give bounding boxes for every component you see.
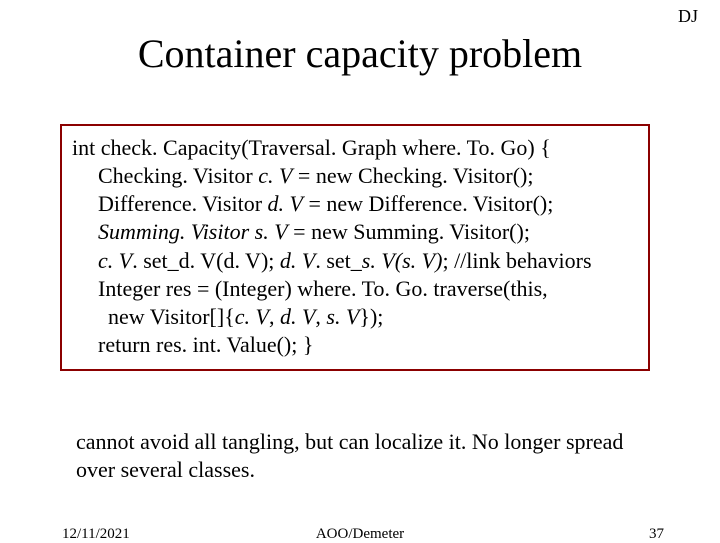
footer-center: AOO/Demeter: [0, 526, 720, 543]
code-line-8: return res. int. Value(); }: [72, 331, 638, 359]
code-line-3: Difference. Visitor d. V = new Differenc…: [72, 190, 638, 218]
note-text: cannot avoid all tangling, but can local…: [76, 428, 666, 483]
corner-tag: DJ: [678, 6, 698, 27]
footer-page-number: 37: [649, 526, 664, 543]
code-line-1: int check. Capacity(Traversal. Graph whe…: [72, 134, 638, 162]
code-line-4: Summing. Visitor s. V = new Summing. Vis…: [72, 218, 638, 246]
slide-title: Container capacity problem: [0, 30, 720, 77]
code-line-5: c. V. set_d. V(d. V); d. V. set_s. V(s. …: [72, 247, 638, 275]
slide: DJ Container capacity problem int check.…: [0, 0, 720, 540]
code-line-2: Checking. Visitor c. V = new Checking. V…: [72, 162, 638, 190]
code-box: int check. Capacity(Traversal. Graph whe…: [60, 124, 650, 371]
code-line-7: new Visitor[]{c. V, d. V, s. V});: [72, 303, 638, 331]
code-line-6: Integer res = (Integer) where. To. Go. t…: [72, 275, 638, 303]
